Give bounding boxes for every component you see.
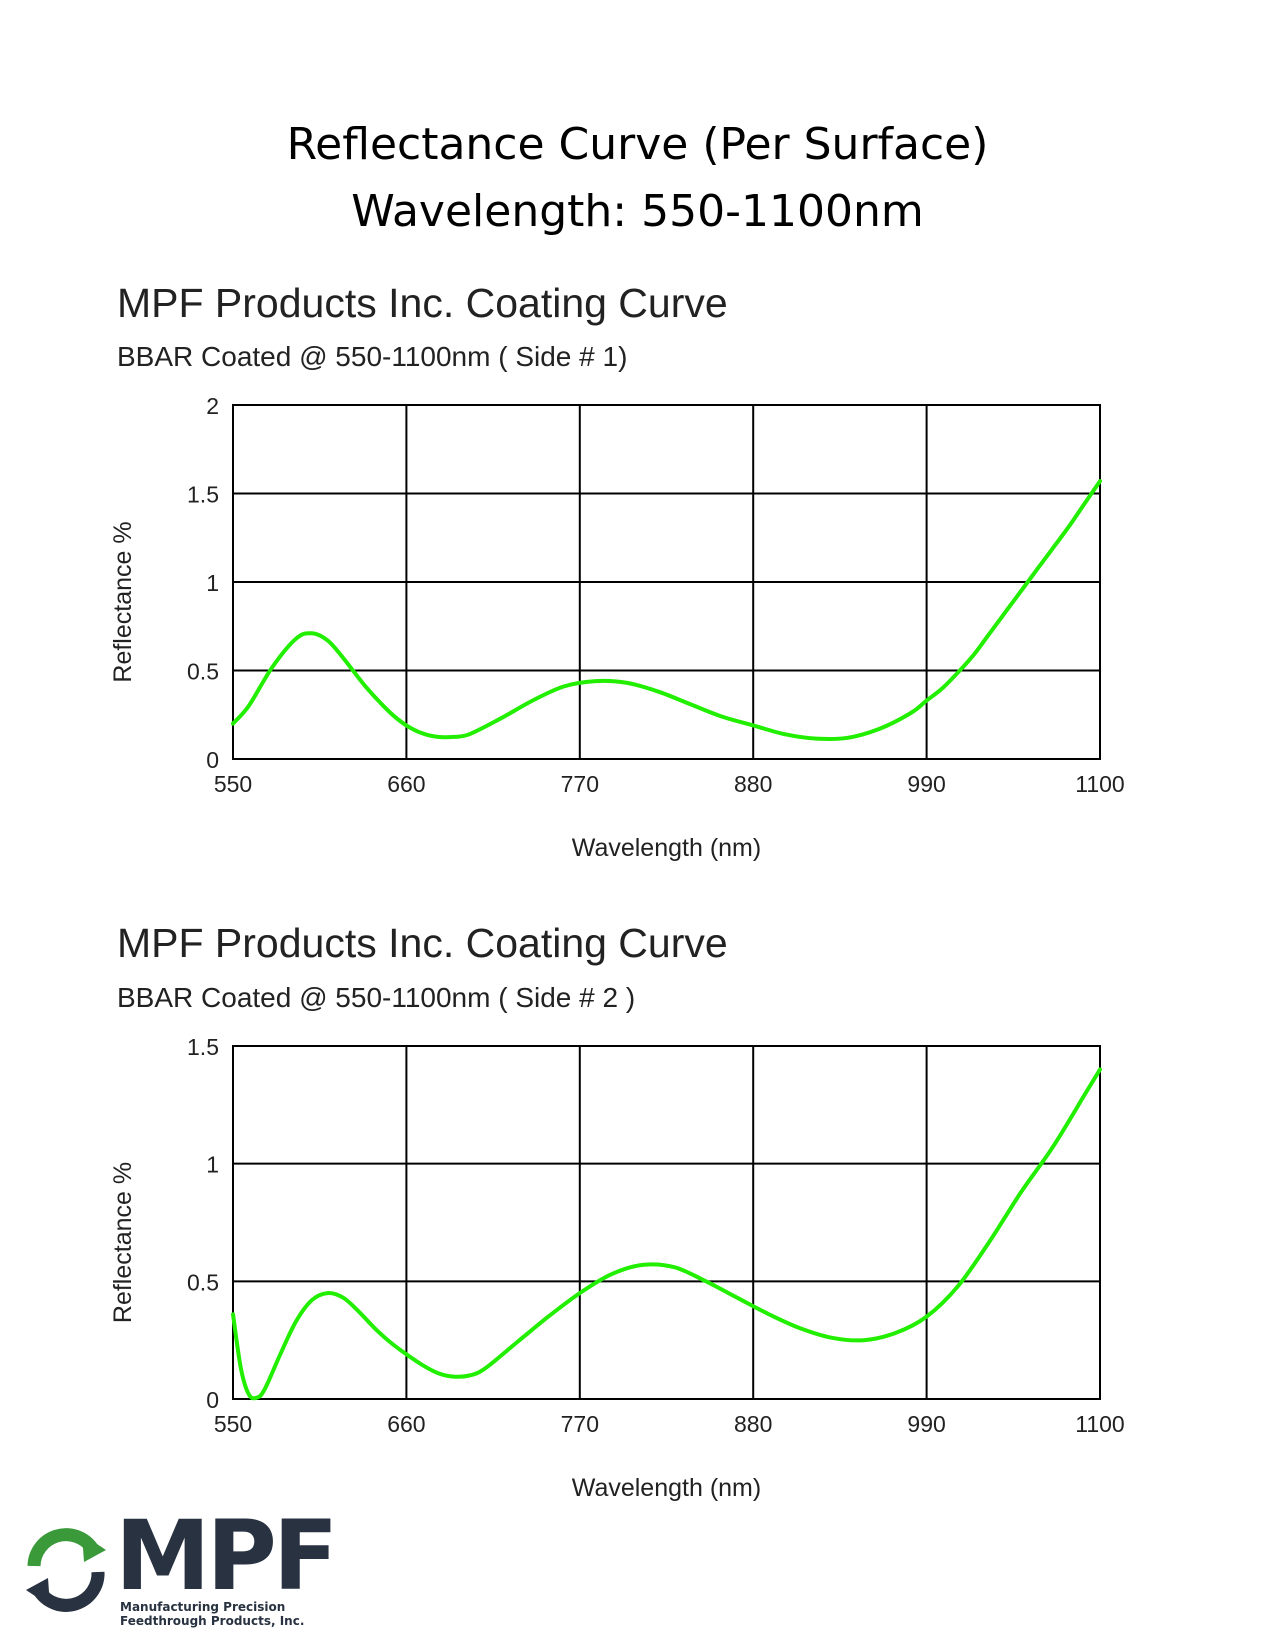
x-tick-label: 880 <box>734 1411 772 1437</box>
x-tick-label: 880 <box>734 771 772 797</box>
recycle-arrows-icon <box>26 1528 106 1612</box>
y-axis-label: Reflectance % <box>109 1162 137 1323</box>
y-tick-label: 0 <box>206 747 219 773</box>
y-tick-label: 0.5 <box>187 659 219 685</box>
chart-1: 550 660 770 880 990 1100 0 0.5 1 1.5 2 Wavelength (… <box>109 393 1125 862</box>
x-tick-label: 660 <box>387 771 425 797</box>
reflectance-curve <box>231 1067 1102 1401</box>
y-tick-label: 1 <box>206 1152 219 1178</box>
chart-2-subtitle: BBAR Coated @ 550-1100nm ( Side # 2 ) <box>117 982 636 1013</box>
chart-1-subtitle: BBAR Coated @ 550-1100nm ( Side # 1) <box>117 341 628 372</box>
x-tick-label: 660 <box>387 1411 425 1437</box>
page-title-line1: Reflectance Curve (Per Surface) <box>286 119 989 170</box>
x-tick-label: 550 <box>214 1411 252 1437</box>
x-tick-label: 1100 <box>1075 771 1124 797</box>
y-tick-label: 1 <box>206 570 219 596</box>
plot-frame <box>232 1045 1101 1400</box>
page-title-line2: Wavelength: 550-1100nm <box>351 186 924 237</box>
mpf-logo: MPF Manufacturing Precision Feedthrough … <box>22 1508 338 1645</box>
chart-2: 550 660 770 880 990 1100 0 0.5 1 1.5 Wavelength (n… <box>109 1034 1125 1502</box>
x-tick-label: 550 <box>214 771 252 797</box>
y-tick-label: 0.5 <box>187 1269 219 1295</box>
logo-wordmark: MPF <box>115 1500 338 1612</box>
x-axis-label: Wavelength (nm) <box>572 1474 761 1502</box>
reflectance-curve <box>231 479 1102 742</box>
y-axis-label: Reflectance % <box>109 521 137 682</box>
logo-tagline-line2: Feedthrough Products, Inc. <box>120 1614 305 1628</box>
y-tick-label: 1.5 <box>187 482 219 508</box>
plot-frame <box>232 404 1101 760</box>
chart-2-title: MPF Products Inc. Coating Curve <box>117 920 728 966</box>
y-tick-label: 1.5 <box>187 1034 219 1060</box>
chart-1-title: MPF Products Inc. Coating Curve <box>117 280 728 326</box>
x-tick-label: 770 <box>561 1411 599 1437</box>
x-tick-label: 990 <box>907 771 945 797</box>
x-tick-label: 990 <box>907 1411 945 1437</box>
x-axis-label: Wavelength (nm) <box>572 834 761 862</box>
y-tick-label: 0 <box>206 1387 219 1413</box>
logo-tagline-line1: Manufacturing Precision <box>120 1600 286 1614</box>
y-tick-label: 2 <box>206 393 219 419</box>
x-tick-label: 770 <box>561 771 599 797</box>
x-tick-label: 1100 <box>1075 1411 1124 1437</box>
